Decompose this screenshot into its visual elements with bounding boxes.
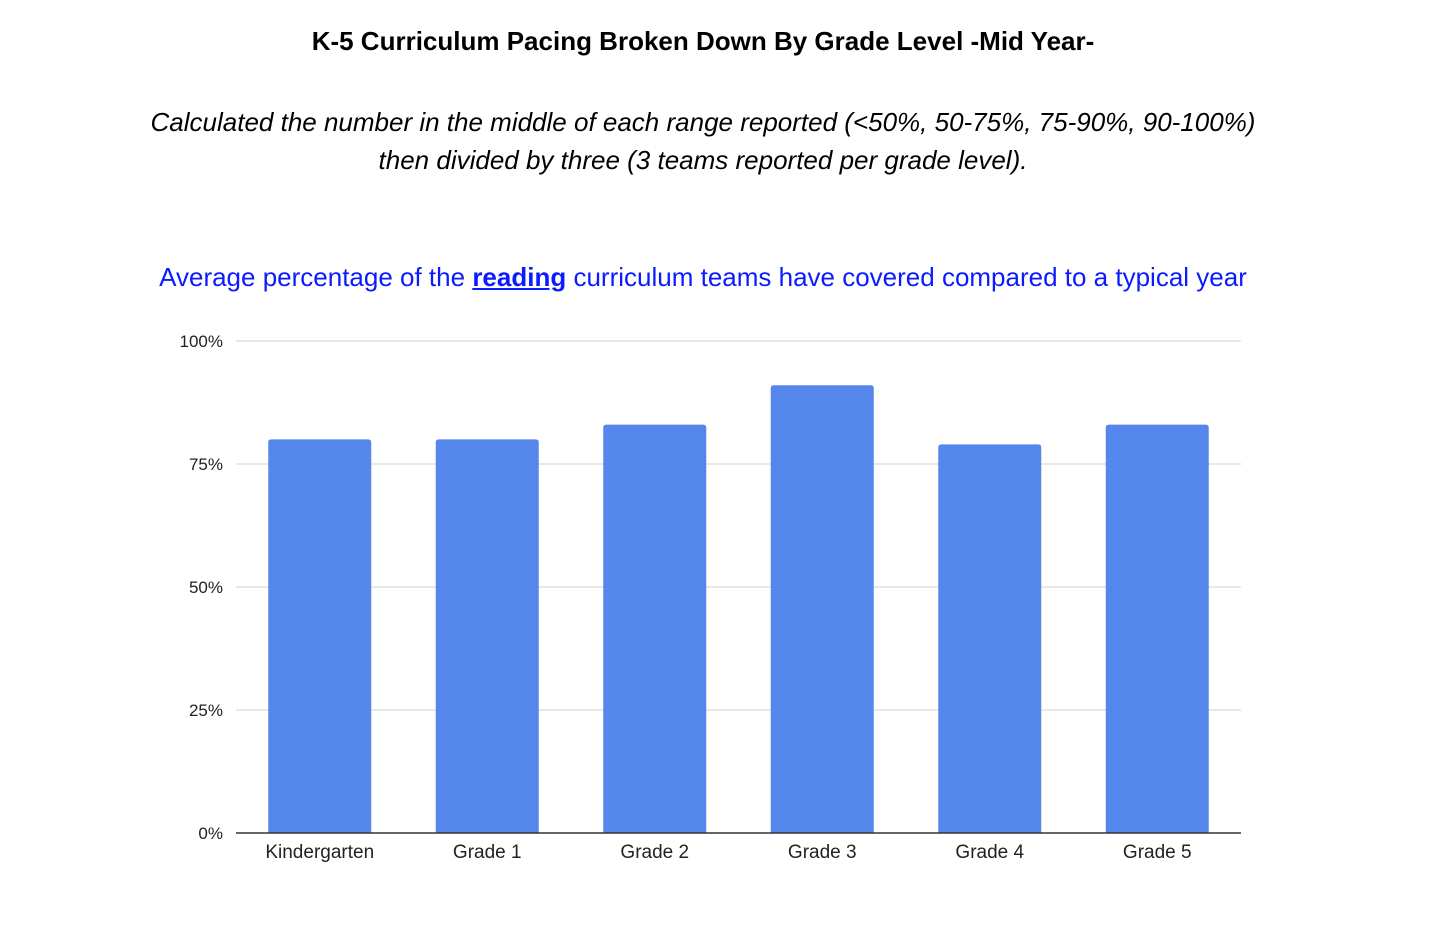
y-tick-label: 0% [198,824,223,843]
y-tick-label: 100% [180,332,223,351]
chart-title-suffix: curriculum teams have covered compared t… [566,262,1247,292]
y-tick-label: 75% [189,455,223,474]
x-tick-label: Grade 5 [1123,842,1192,863]
x-tick-label: Kindergarten [265,842,374,863]
y-tick-label: 50% [189,578,223,597]
x-tick-label: Grade 2 [620,842,689,863]
x-tick-label: Grade 1 [453,842,522,863]
x-tick-label: Grade 3 [788,842,857,863]
bar [1105,424,1209,833]
chart-title: Average percentage of the reading curric… [0,262,1406,293]
chart-title-prefix: Average percentage of the [159,262,473,292]
bar [603,424,707,833]
page-title: K-5 Curriculum Pacing Broken Down By Gra… [311,26,1095,56]
subtitle-line-1: Calculated the number in the middle of e… [150,107,1256,137]
bar [938,444,1042,833]
subtitle-line-2: then divided by three (3 teams reported … [378,145,1028,175]
chart-title-keyword: reading [472,262,567,292]
x-tick-label: Grade 4 [955,842,1024,863]
bar [770,385,874,833]
bar [268,439,372,833]
y-tick-label: 25% [189,701,223,720]
bar [435,439,539,833]
